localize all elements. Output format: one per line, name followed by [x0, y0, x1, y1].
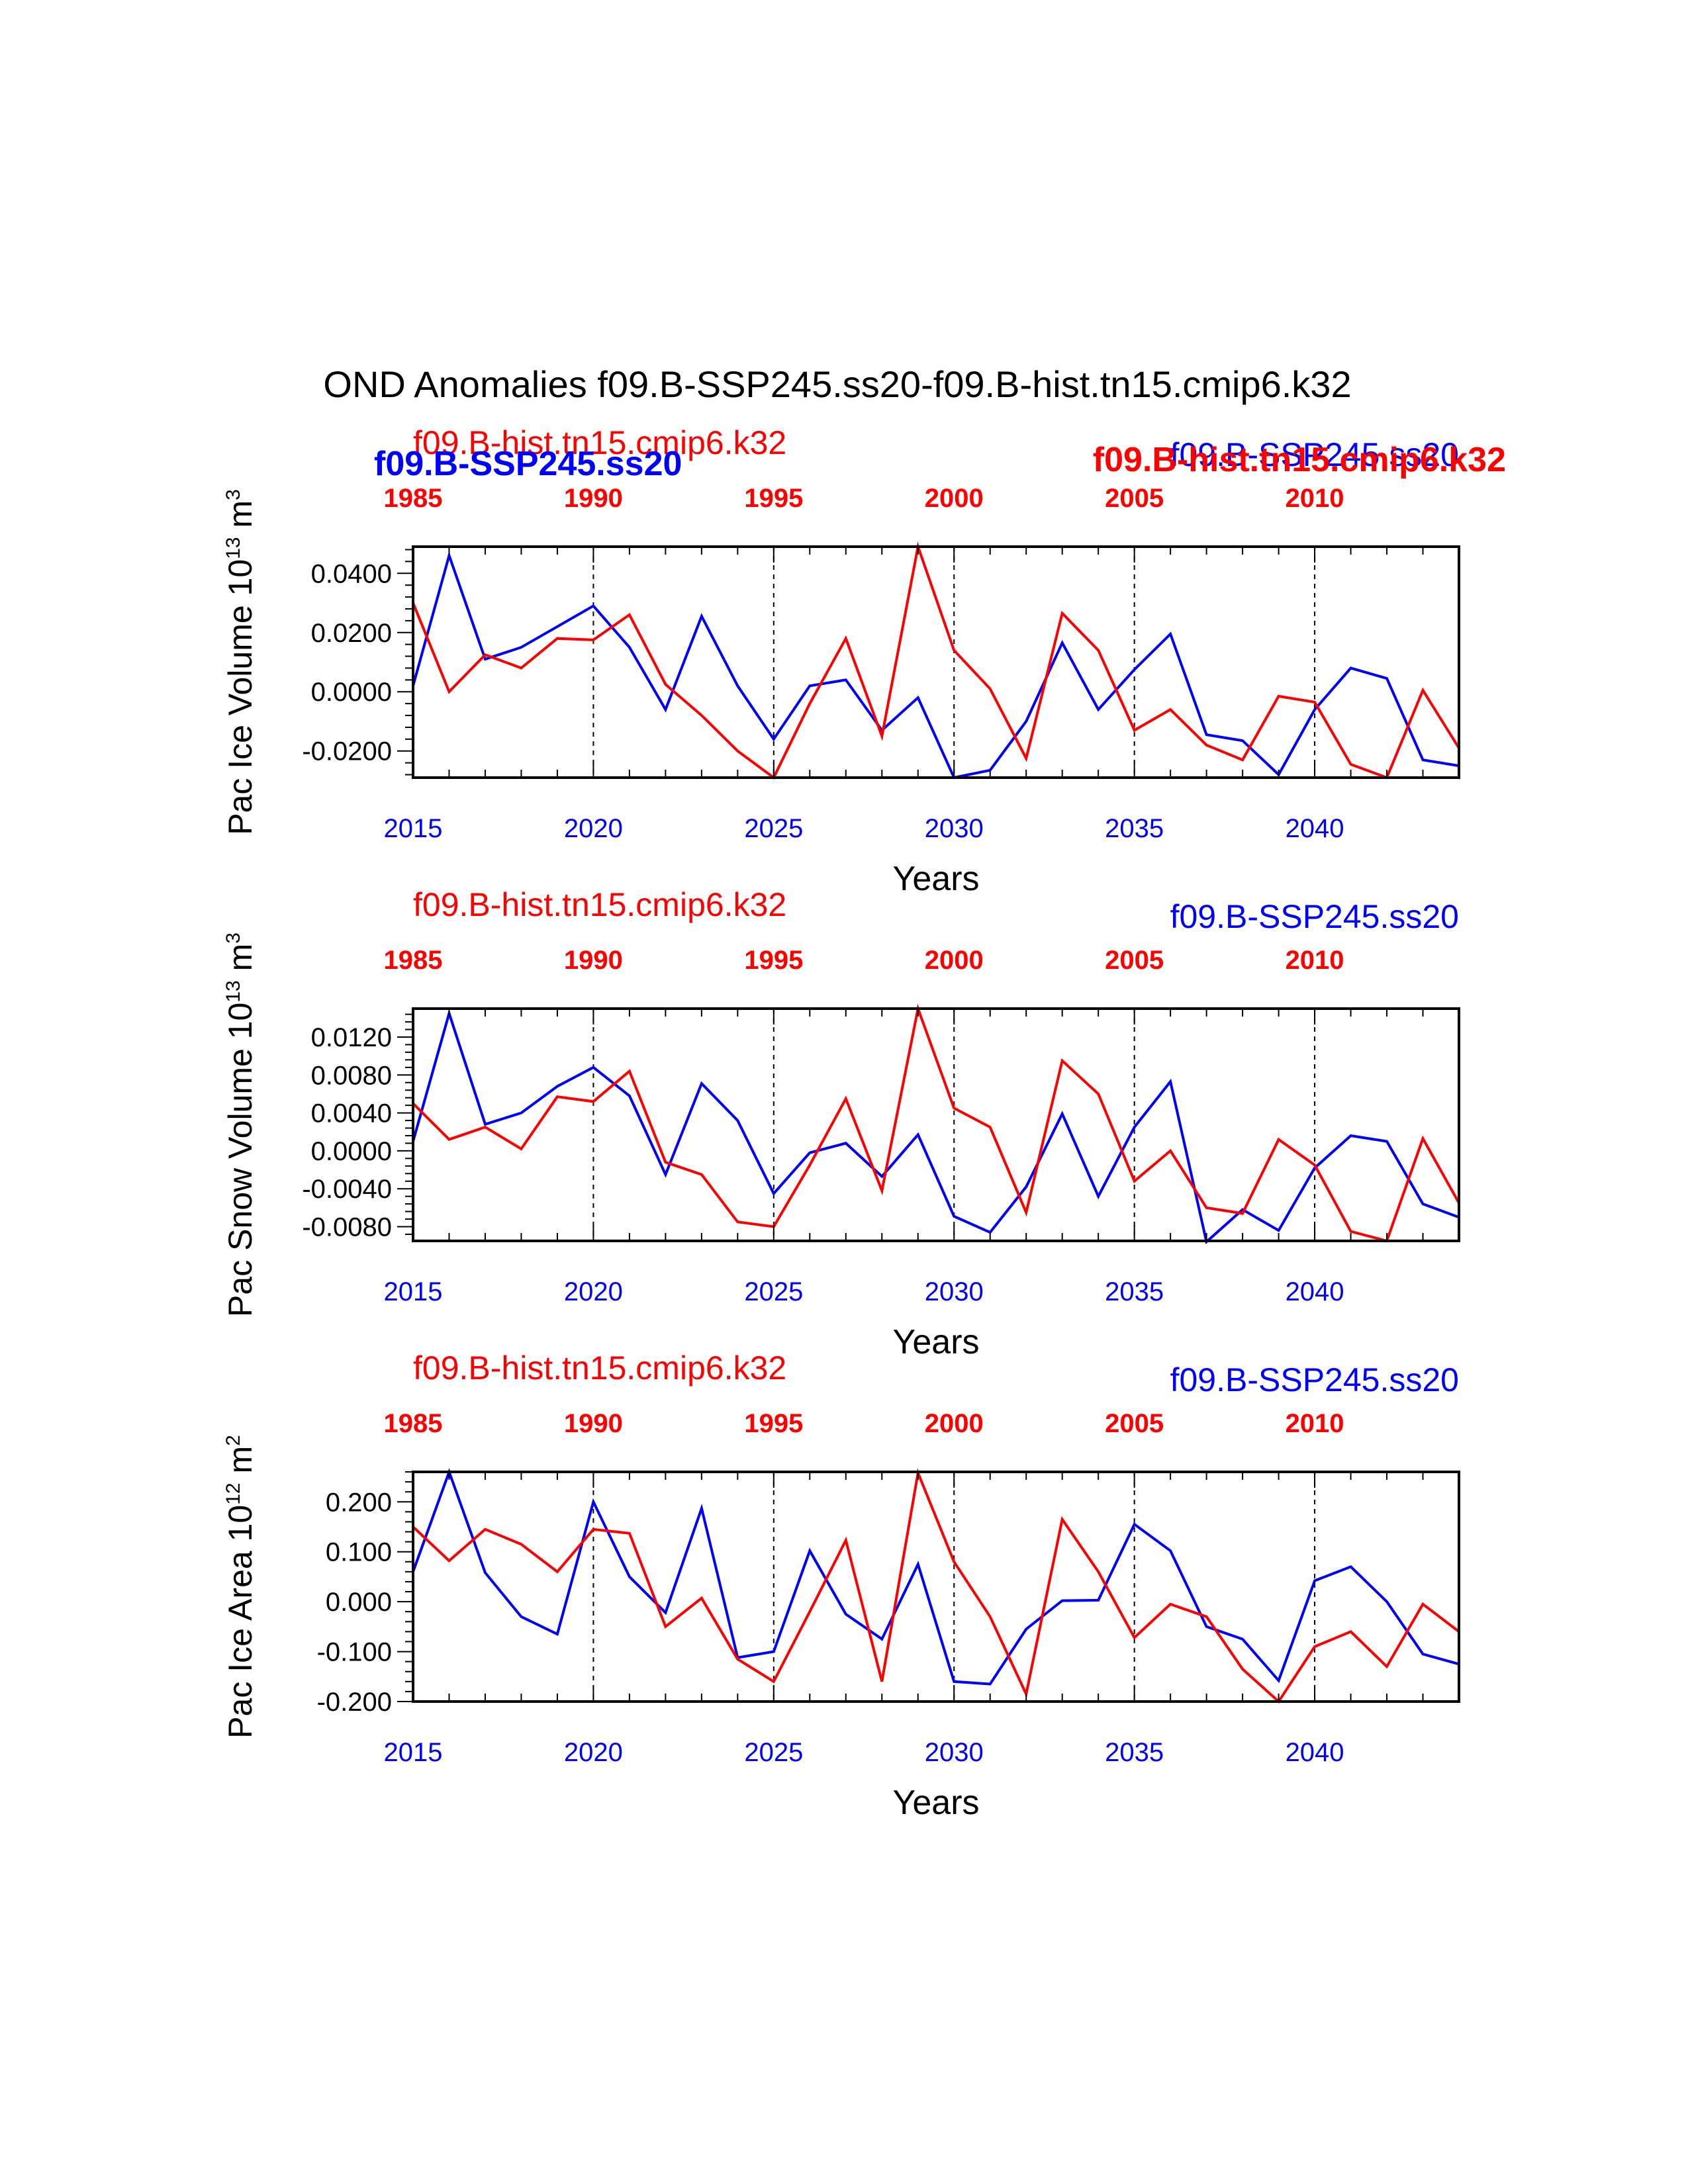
y-tick-label: 0.0000: [311, 678, 392, 707]
y-axis-title-part: 12: [222, 1482, 244, 1504]
y-axis-title: Pac Ice Area 1012 m2: [222, 1435, 259, 1739]
x-tick-label-bottom: 2040: [1286, 1738, 1344, 1767]
series-line-hist: [412, 1468, 1460, 1704]
series-label-hist: f09.B-hist.tn15.cmip6.k32: [413, 886, 786, 923]
y-tick-label: 0.0040: [311, 1099, 392, 1128]
bold-legend-ssp: f09.B-SSP245.ss20: [374, 445, 682, 483]
x-tick-label-top: 1985: [384, 1409, 443, 1438]
y-axis-title-part: Pac Ice Area 10: [222, 1505, 259, 1739]
x-tick-label-top: 2000: [925, 946, 984, 975]
y-tick-label: 0.0120: [311, 1023, 392, 1052]
x-tick-label-top: 2010: [1286, 946, 1344, 975]
x-tick-label-top: 1995: [744, 946, 803, 975]
series-label-ssp: f09.B-SSP245.ss20: [1170, 898, 1459, 935]
x-tick-label-bottom: 2015: [384, 1277, 443, 1306]
x-tick-label-bottom: 2015: [384, 1738, 443, 1767]
x-tick-label-bottom: 2025: [744, 1277, 803, 1306]
x-axis-title: Years: [892, 860, 979, 898]
series-line-ssp: [412, 551, 1460, 780]
series-line-ssp: [412, 1468, 1460, 1686]
series-line-ssp: [412, 1009, 1460, 1245]
plot-frame: [412, 545, 1460, 779]
series-label-ssp: f09.B-SSP245.ss20: [1170, 436, 1459, 473]
x-tick-label-bottom: 2035: [1105, 1277, 1164, 1306]
chart-panel-2: 2015 2020 2025 2030 2035 2040 1985 1990 1995 2000…: [222, 886, 1460, 1361]
y-axis-title-part: m: [222, 944, 259, 981]
x-tick-label-top: 1995: [744, 1409, 803, 1438]
y-axis-title: Pac Ice Volume 1013 m3: [222, 489, 259, 835]
y-tick-label: 0.200: [326, 1488, 392, 1517]
x-tick-label-top: 2010: [1286, 1409, 1344, 1438]
y-axis-title-part: Pac Ice Volume 10: [222, 559, 259, 835]
y-axis-title: Pac Snow Volume 1013 m3: [222, 933, 259, 1317]
x-tick-label-top: 2005: [1105, 484, 1164, 513]
x-tick-label-top: 1985: [384, 484, 443, 513]
series-line-hist: [412, 541, 1460, 780]
x-tick-label-bottom: 2015: [384, 814, 443, 843]
x-tick-label-top: 2000: [925, 484, 984, 513]
x-axis-title: Years: [892, 1784, 979, 1822]
series-label-hist: f09.B-hist.tn15.cmip6.k32: [413, 1349, 786, 1387]
x-tick-label-top: 2010: [1286, 484, 1344, 513]
y-tick-label: -0.100: [317, 1638, 392, 1667]
x-tick-label-bottom: 2020: [564, 1277, 623, 1306]
y-tick-label: -0.0040: [302, 1175, 392, 1204]
x-tick-label-bottom: 2030: [925, 1277, 984, 1306]
y-axis-title-part: 13: [222, 537, 244, 559]
x-tick-label-bottom: 2035: [1105, 1738, 1164, 1767]
x-tick-label-top: 1995: [744, 484, 803, 513]
series-line-hist: [412, 1003, 1460, 1243]
y-axis-title-part: 3: [222, 933, 244, 944]
y-axis-title-part: m: [222, 1446, 259, 1483]
y-tick-label: -0.200: [317, 1688, 392, 1717]
x-tick-label-bottom: 2040: [1286, 814, 1344, 843]
x-tick-label-top: 1990: [564, 946, 623, 975]
x-tick-label-bottom: 2030: [925, 1738, 984, 1767]
y-tick-label: 0.0200: [311, 619, 392, 648]
y-axis-title-part: Pac Snow Volume 10: [222, 1003, 259, 1317]
series-label-hist: f09.B-hist.tn15.cmip6.k32: [413, 424, 786, 461]
x-tick-label-bottom: 2040: [1286, 1277, 1344, 1306]
x-tick-label-bottom: 2020: [564, 814, 623, 843]
y-tick-label: 0.0080: [311, 1061, 392, 1090]
x-tick-label-bottom: 2025: [744, 1738, 803, 1767]
y-tick-label: -0.0200: [302, 737, 392, 766]
chart-panels: 2015 2020 2025 2030 2035 2040 1985 1990 1995 2000…: [222, 424, 1460, 1822]
x-tick-label-top: 2000: [925, 1409, 984, 1438]
chart-panel-1: 2015 2020 2025 2030 2035 2040 1985 1990 1995 2000…: [222, 424, 1460, 898]
y-axis-title-part: 3: [222, 489, 244, 500]
x-tick-label-bottom: 2025: [744, 814, 803, 843]
series-label-ssp: f09.B-SSP245.ss20: [1170, 1361, 1459, 1398]
x-tick-label-top: 2005: [1105, 946, 1164, 975]
x-tick-label-bottom: 2020: [564, 1738, 623, 1767]
y-tick-label: 0.000: [326, 1588, 392, 1617]
y-tick-label: 0.0400: [311, 559, 392, 588]
y-tick-label: 0.100: [326, 1538, 392, 1567]
x-tick-label-bottom: 2030: [925, 814, 984, 843]
x-tick-label-top: 2005: [1105, 1409, 1164, 1438]
bold-legend-hist: f09.B-hist.tn15.cmip6.k32: [1093, 441, 1506, 479]
x-axis-title: Years: [892, 1323, 979, 1361]
x-tick-label-bottom: 2035: [1105, 814, 1164, 843]
page-title: OND Anomalies f09.B-SSP245.ss20-f09.B-hi…: [323, 363, 1351, 405]
plot-frame: [412, 1471, 1460, 1703]
plot-frame: [412, 1007, 1460, 1242]
y-tick-label: 0.0000: [311, 1137, 392, 1166]
x-tick-label-top: 1985: [384, 946, 443, 975]
bold-legend-overlay: f09.B-SSP245.ss20 f09.B-hist.tn15.cmip6.…: [374, 441, 1506, 483]
y-axis-title-part: m: [222, 500, 259, 537]
y-axis-title-part: 13: [222, 980, 244, 1002]
y-tick-label: -0.0080: [302, 1213, 392, 1242]
y-axis-title-part: 2: [222, 1435, 244, 1446]
chart-panel-3: 2015 2020 2025 2030 2035 2040 1985 1990 1995 2000…: [222, 1349, 1460, 1822]
x-tick-label-top: 1990: [564, 1409, 623, 1438]
x-tick-label-top: 1990: [564, 484, 623, 513]
